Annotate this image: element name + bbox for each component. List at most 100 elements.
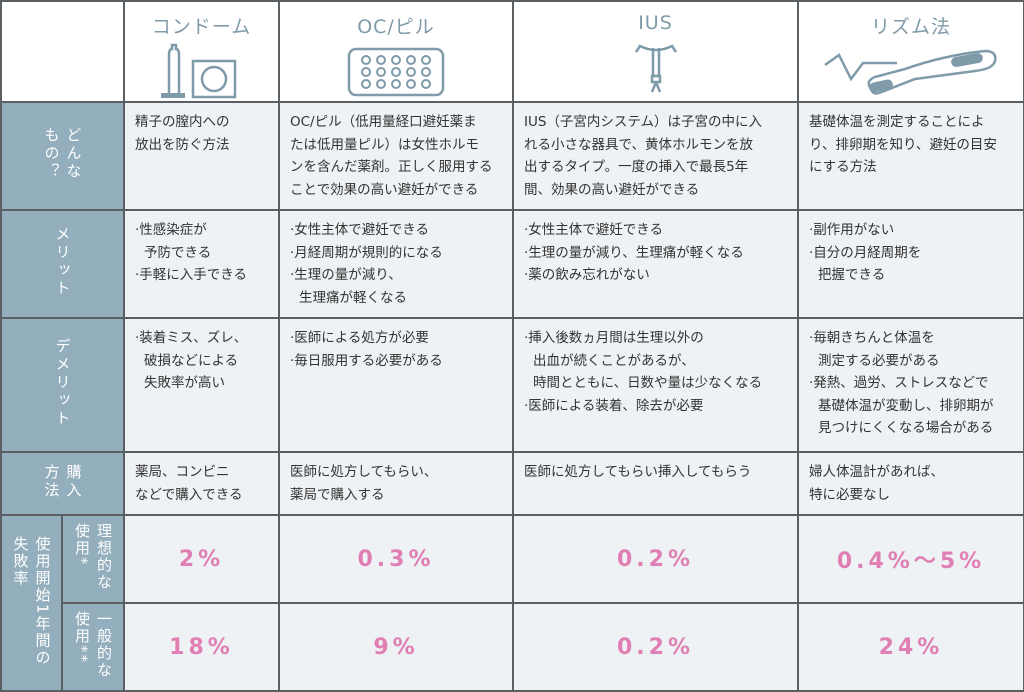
cell: ·女性主体で避妊できる ·月経周期が規則的になる ·生理の量が減り、 生理痛が軽くな…: [278, 209, 514, 319]
label-line: 一般的な: [95, 611, 113, 679]
rate-value: 2%: [123, 514, 280, 604]
label-line: 購入: [64, 463, 83, 500]
cell: OC/ピル（低用量経口避妊薬ま たは低用量ピル）は女性ホルモ ンを含んだ薬剤。正しく…: [278, 101, 514, 211]
text-line: 時間とともに、日数や量は少なくなる: [533, 375, 763, 391]
row-merit: メリット ·性感染症が 予防できる ·手軽に入手できる ·女性主体で避妊できる ·月…: [0, 209, 1024, 319]
text-line: 医師に処方してもらい挿入してもらう: [524, 464, 752, 480]
text-line: 出するタイプ。一度の挿入で最長5年: [524, 159, 749, 175]
method-name: OC/ピル: [357, 16, 435, 38]
condom-icon: [160, 43, 236, 99]
text-line: などで購入できる: [135, 486, 243, 503]
text-line: 間、効果の高い避妊ができる: [524, 181, 700, 198]
text-line: ·自分の月経周期を: [809, 244, 922, 261]
text-line: 生理痛が軽くなる: [299, 289, 407, 306]
text-line: 特に必要なし: [809, 486, 890, 503]
row-ideal-use: 使用開始1年間の 失敗率 理想的な 使用* 2% 0.3% 0.2% 0.4%〜5%: [0, 514, 1024, 692]
text-line: 破損などによる: [144, 352, 239, 369]
row-label-merit: メリット: [0, 209, 125, 319]
text-line: れる小さな器具で、黄体ホルモンを放: [524, 136, 753, 153]
text-line: ·医師による処方が必要: [290, 330, 429, 346]
row-what: どんな もの？ 精子の膣内への 放出を防ぐ方法 OC/ピル（低用量経口避妊薬ま たは低…: [0, 101, 1024, 211]
rate-value: 0.4%〜5%: [797, 514, 1024, 604]
text-line: にする方法: [809, 159, 877, 175]
row-label-demerit: デメリット: [0, 317, 125, 453]
text-line: ·薬の飲み忘れがない: [524, 267, 650, 283]
cell: ·女性主体で避妊できる ·生理の量が減り、生理痛が軽くなる ·薬の飲み忘れがない: [512, 209, 799, 319]
label-line: 使用開始1年間の: [33, 535, 52, 667]
cell: ·挿入後数ヵ月間は生理以外の 出血が続くことがあるが、 時間とともに、日数や量は…: [512, 317, 799, 453]
cell: ·医師による処方が必要 ·毎日服用する必要がある: [278, 317, 514, 453]
text-line: 出血が続くことがあるが、: [533, 352, 695, 369]
text-line: OC/ピル（低用量経口避妊薬ま: [290, 114, 477, 130]
pill-pack-icon: [347, 47, 445, 97]
rate-value: 9%: [278, 602, 514, 692]
header-rhythm: リズム法: [797, 0, 1024, 103]
text-line: 婦人体温計があれば、: [809, 464, 944, 480]
text-line: ·医師による装着、除去が必要: [524, 397, 704, 414]
label-line: 使用**: [73, 611, 91, 664]
header-row: コンドーム OC/ピル IUS リズム法: [0, 0, 1024, 103]
text-line: IUS（子宮内システム）は子宮の中に入: [524, 114, 763, 130]
text-line: 基礎体温が変動し、排卵期が: [818, 397, 994, 414]
header-pill: OC/ピル: [278, 0, 514, 103]
cell: 基礎体温を測定することによ り、排卵期を知り、避妊の目安 にする方法: [797, 101, 1024, 211]
text-line: ·副作用がない: [809, 222, 895, 238]
header-condom: コンドーム: [123, 0, 280, 103]
text-line: 基礎体温を測定することによ: [809, 114, 985, 130]
text-line: 見つけにくくなる場合がある: [818, 420, 994, 436]
cell: ·副作用がない ·自分の月経周期を 把握できる: [797, 209, 1024, 319]
text-line: 失敗率が高い: [144, 375, 225, 391]
text-line: 予防できる: [144, 244, 212, 261]
label-line: もの？: [42, 127, 61, 181]
cell: ·性感染症が 予防できる ·手軽に入手できる: [123, 209, 280, 319]
text-line: り、排卵期を知り、避妊の目安: [809, 136, 997, 153]
label-line: 方法: [42, 463, 61, 500]
corner-cell: [0, 0, 125, 103]
text-line: ·装着ミス、ズレ、: [135, 330, 248, 346]
text-line: ·女性主体で避妊できる: [290, 222, 430, 238]
text-line: 精子の膣内への: [135, 114, 230, 130]
row-label-purchase: 購入 方法: [0, 451, 125, 516]
text-line: ·月経周期が規則的になる: [290, 244, 443, 261]
text-line: 薬局で購入する: [290, 486, 385, 503]
rate-value: 0.3%: [278, 514, 514, 604]
text-line: ことで効果の高い避妊ができる: [290, 181, 479, 198]
cell: 薬局、コンビニ などで購入できる: [123, 451, 280, 516]
row-label-what: どんな もの？: [0, 101, 125, 211]
rate-value: 24%: [797, 602, 1024, 692]
label-line: どんな: [64, 127, 83, 181]
row-demerit: デメリット ·装着ミス、ズレ、 破損などによる 失敗率が高い ·医師による処方が…: [0, 317, 1024, 453]
cell: 精子の膣内への 放出を防ぐ方法: [123, 101, 280, 211]
cell: ·装着ミス、ズレ、 破損などによる 失敗率が高い: [123, 317, 280, 453]
text-line: ·発熱、過労、ストレスなどで: [809, 375, 989, 391]
method-name: リズム法: [870, 16, 951, 38]
label-line: 失敗率: [11, 535, 30, 587]
ius-device-icon: [634, 44, 677, 93]
cell: ·毎朝きちんと体温を 測定する必要がある ·発熱、過労、ストレスなどで 基礎体温が…: [797, 317, 1024, 453]
text-line: たは低用量ピル）は女性ホルモ: [290, 136, 479, 153]
text-line: ·挿入後数ヵ月間は生理以外の: [524, 330, 704, 346]
text-line: ンを含んだ薬剤。正しく服用する: [290, 159, 493, 175]
text-line: 測定する必要がある: [818, 352, 940, 369]
label-line: メリット: [53, 226, 72, 298]
row-label-typical-use: 一般的な 使用**: [61, 602, 125, 692]
text-line: 放出を防ぐ方法: [135, 136, 230, 153]
rate-value: 18%: [123, 602, 280, 692]
row-purchase: 購入 方法 薬局、コンビニ などで購入できる 医師に処方してもらい、 薬局で購入する …: [0, 451, 1024, 516]
rate-value: 0.2%: [512, 602, 799, 692]
row-label-ideal-use: 理想的な 使用*: [61, 514, 125, 604]
text-line: ·手軽に入手できる: [135, 267, 248, 283]
text-line: ·毎日服用する必要がある: [290, 352, 443, 369]
text-line: 医師に処方してもらい、: [290, 464, 438, 480]
cell: 婦人体温計があれば、 特に必要なし: [797, 451, 1024, 516]
text-line: 把握できる: [818, 267, 886, 283]
row-label-failure-rate: 使用開始1年間の 失敗率: [0, 514, 63, 692]
rate-value: 0.2%: [512, 514, 799, 604]
text-line: ·性感染症が: [135, 222, 207, 238]
text-line: ·生理の量が減り、: [290, 267, 402, 283]
header-ius: IUS: [512, 0, 799, 103]
label-line: 理想的な: [95, 523, 113, 591]
method-name: コンドーム: [151, 16, 252, 38]
thermometer-icon: [824, 49, 997, 95]
